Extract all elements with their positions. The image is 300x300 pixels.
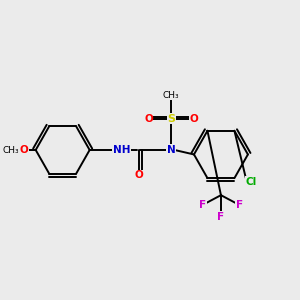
- Text: Cl: Cl: [245, 177, 257, 187]
- Text: O: O: [134, 170, 143, 180]
- Text: F: F: [218, 212, 224, 222]
- Text: F: F: [236, 200, 243, 210]
- Text: NH: NH: [112, 145, 130, 155]
- Text: CH₃: CH₃: [163, 91, 179, 100]
- Text: O: O: [144, 114, 153, 124]
- Text: S: S: [167, 114, 175, 124]
- Text: N: N: [167, 145, 176, 155]
- Text: F: F: [199, 200, 206, 210]
- Text: CH₃: CH₃: [2, 146, 19, 154]
- Text: O: O: [189, 114, 198, 124]
- Text: O: O: [19, 145, 28, 155]
